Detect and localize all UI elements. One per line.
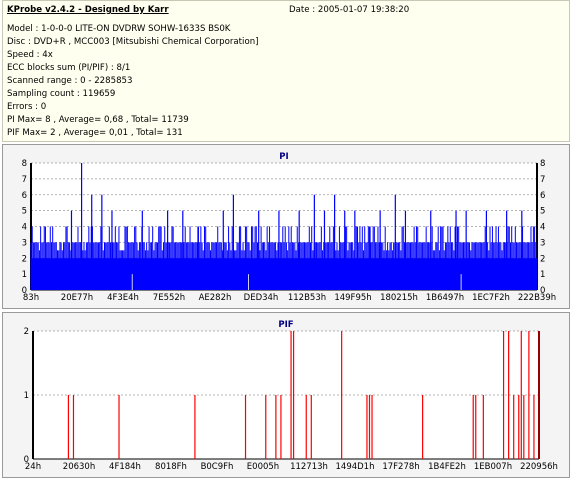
info-ecc: ECC blocks sum (PI/PIF) : 8/1 bbox=[7, 63, 131, 73]
y-tick-label: 0 bbox=[24, 455, 29, 465]
chart-title: PIF bbox=[278, 320, 293, 330]
y-tick-label: 7 bbox=[22, 175, 27, 185]
y-tick-label-right: 6 bbox=[540, 191, 545, 201]
info-panel: KProbe v2.4.2 - Designed by Karr Date : … bbox=[2, 0, 570, 142]
x-tick-label: 83h bbox=[23, 293, 39, 303]
x-tick-label: 4F184h bbox=[109, 462, 141, 472]
x-tick-label: E0005h bbox=[247, 462, 279, 472]
info-speed: Speed : 4x bbox=[7, 50, 53, 60]
info-disc: Disc : DVD+R , MCC003 [Mitsubishi Chemic… bbox=[7, 37, 259, 47]
info-pif-stats: PIF Max= 2 , Average= 0,01 , Total= 131 bbox=[7, 128, 183, 138]
info-sampling: Sampling count : 119659 bbox=[7, 89, 116, 99]
info-pi-stats: PI Max= 8 , Average= 0,68 , Total= 11739 bbox=[7, 115, 189, 125]
x-tick-label: 24h bbox=[25, 462, 41, 472]
y-tick-label-right: 3 bbox=[540, 238, 545, 248]
y-tick-label-right: 2 bbox=[540, 254, 545, 264]
x-tick-label: 1EC7F2h bbox=[472, 293, 510, 303]
x-tick-label: 112713h bbox=[290, 462, 328, 472]
scan-date: Date : 2005-01-07 19:38:20 bbox=[289, 5, 410, 15]
y-tick-label: 3 bbox=[22, 238, 27, 248]
x-tick-label: B0C9Fh bbox=[201, 462, 234, 472]
x-tick-label: 220956h bbox=[520, 462, 558, 472]
app-title: KProbe v2.4.2 - Designed by Karr bbox=[7, 5, 169, 15]
x-tick-label: 112B53h bbox=[288, 293, 326, 303]
x-tick-label: 1B6497h bbox=[426, 293, 464, 303]
y-tick-label-right: 8 bbox=[540, 159, 545, 169]
y-tick-label: 6 bbox=[22, 191, 27, 201]
x-tick-label: 8018Fh bbox=[155, 462, 187, 472]
y-tick-label-right: 1 bbox=[540, 270, 545, 280]
x-tick-label: 1494D1h bbox=[336, 462, 375, 472]
y-tick-label: 1 bbox=[22, 270, 27, 280]
pi-chart-panel: PI 0 0 1 1 2 2 3 3 4 4 5 5 6 6 7 7 8 8 83h 20E77h 4F3E4h 7E552… bbox=[2, 144, 570, 309]
x-tick-label: 4F3E4h bbox=[107, 293, 139, 303]
x-tick-label: AE282h bbox=[199, 293, 232, 303]
pif-chart-panel: PIF 0 1 2 24h 20630h 4F184h 8018Fh B0C9Fh E0005h 1… bbox=[2, 312, 570, 478]
x-tick-label: 17F278h bbox=[382, 462, 419, 472]
y-tick-label: 4 bbox=[22, 223, 27, 233]
y-tick-label-right: 7 bbox=[540, 175, 545, 185]
x-tick-label: 222B39h bbox=[518, 293, 556, 303]
chart-title: PI bbox=[279, 152, 288, 162]
y-tick-label: 1 bbox=[24, 391, 29, 401]
x-tick-label: 180215h bbox=[380, 293, 418, 303]
y-tick-label: 8 bbox=[22, 159, 27, 169]
pi-chart: PI 0 0 1 1 2 2 3 3 4 4 5 5 6 6 7 7 8 8 83h 20E77h 4F3E4h 7E552… bbox=[22, 152, 557, 303]
y-tick-label: 0 bbox=[22, 286, 27, 296]
y-tick-label: 2 bbox=[24, 327, 29, 337]
x-tick-label: 1B4FE2h bbox=[428, 462, 466, 472]
info-errors: Errors : 0 bbox=[7, 102, 47, 112]
info-model: Model : 1-0-0-0 LITE-ON DVDRW SOHW-1633S… bbox=[7, 24, 231, 34]
x-tick-label: 149F95h bbox=[334, 293, 371, 303]
y-tick-label: 2 bbox=[22, 254, 27, 264]
x-tick-label: 7E552h bbox=[153, 293, 185, 303]
y-tick-label-right: 0 bbox=[540, 286, 545, 296]
y-tick-label-right: 5 bbox=[540, 207, 545, 217]
pif-chart: PIF 0 1 2 24h 20630h 4F184h 8018Fh B0C9Fh E0005h 1… bbox=[24, 320, 558, 472]
y-tick-label-right: 4 bbox=[540, 223, 545, 233]
x-tick-label: 1EB007h bbox=[474, 462, 512, 472]
info-range: Scanned range : 0 - 2285853 bbox=[7, 76, 133, 86]
y-tick-label: 5 bbox=[22, 207, 27, 217]
x-tick-label: DED34h bbox=[244, 293, 279, 303]
x-tick-label: 20630h bbox=[63, 462, 95, 472]
x-tick-label: 20E77h bbox=[61, 293, 93, 303]
